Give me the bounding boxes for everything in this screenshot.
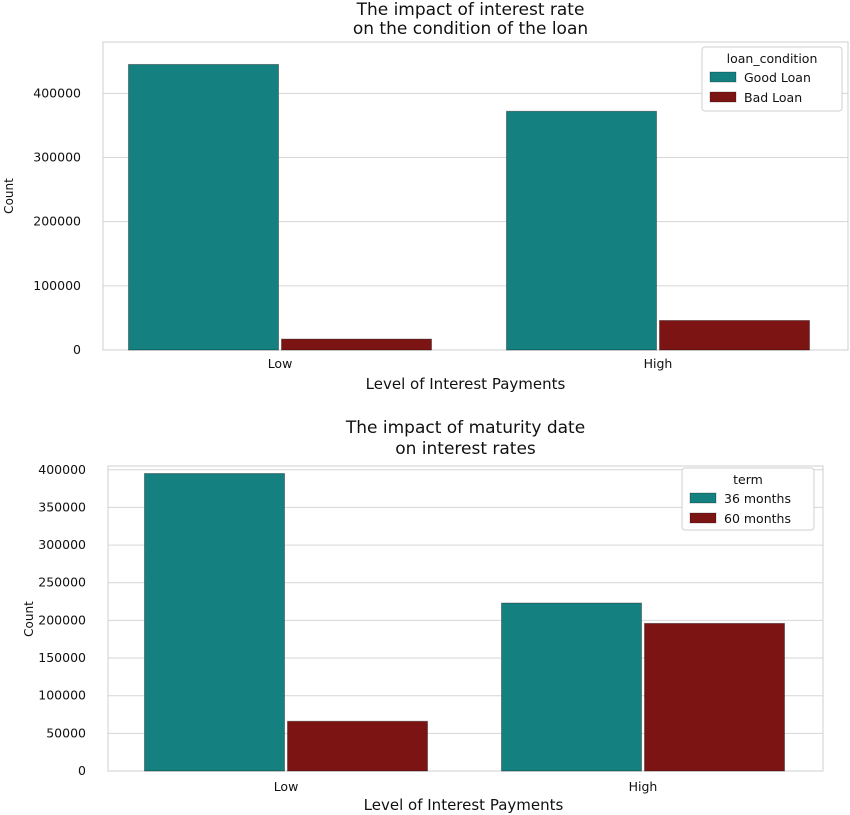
bar-bad-loan-high xyxy=(659,319,810,351)
chart-title-line: on the condition of the loan xyxy=(353,19,588,39)
x-tick-label: High xyxy=(629,779,658,794)
legend-swatch xyxy=(709,71,737,83)
y-tick-label: 400000 xyxy=(38,462,86,477)
chart-title-line: The impact of maturity date xyxy=(345,418,585,438)
chart-loan-condition: 0 100000 200000 300000 400000 Low High The impa… xyxy=(2,0,849,393)
y-tick-label: 250000 xyxy=(38,575,86,590)
y-tick-label: 300000 xyxy=(38,537,86,552)
chart-title: The impact of maturity date on interest r… xyxy=(345,418,585,459)
x-tick-label: High xyxy=(644,356,673,371)
bar-60-months-high xyxy=(644,622,785,772)
bar-36-months-high xyxy=(501,602,642,772)
y-tick-label: 200000 xyxy=(33,214,81,229)
y-tick-label: 100000 xyxy=(38,688,86,703)
plot-frame xyxy=(102,41,849,351)
legend-label: Bad Loan xyxy=(744,90,802,105)
legend-label: 60 months xyxy=(724,511,791,526)
bar-good-loan-low xyxy=(128,63,279,351)
x-tick-label: Low xyxy=(268,356,293,371)
y-tick-label: 350000 xyxy=(38,499,86,514)
legend-box xyxy=(701,46,843,112)
y-tick-label: 150000 xyxy=(38,650,86,665)
y-tick-label: 100000 xyxy=(33,278,81,293)
y-tick-label: 50000 xyxy=(46,725,86,740)
y-tick-label: 300000 xyxy=(33,150,81,165)
bar-36-months-low xyxy=(144,473,285,772)
y-tick-label: 0 xyxy=(78,763,86,778)
bar-good-loan-high xyxy=(506,110,657,351)
chart-title: The impact of interest rate on the condit… xyxy=(353,0,588,39)
x-axis-label: Level of Interest Payments xyxy=(366,375,566,393)
y-axis-label: Count xyxy=(2,178,16,214)
chart-title-line: on interest rates xyxy=(395,439,536,459)
plot-frame xyxy=(107,465,824,772)
legend-label: Good Loan xyxy=(744,70,811,85)
legend-label: 36 months xyxy=(724,491,791,506)
y-tick-label: 400000 xyxy=(33,85,81,100)
legend-swatch xyxy=(709,91,737,103)
chart-term: 0 50000 100000 150000 200000 250000 300000 3500… xyxy=(22,418,824,814)
chart-title-line: The impact of interest rate xyxy=(356,0,585,20)
bar-bad-loan-low xyxy=(281,338,432,351)
y-tick-label: 200000 xyxy=(38,612,86,627)
legend-swatch xyxy=(689,512,717,524)
legend-title: term xyxy=(733,472,763,487)
bar-60-months-low xyxy=(287,720,428,772)
legend-swatch xyxy=(689,492,717,504)
x-axis-label: Level of Interest Payments xyxy=(364,796,564,814)
legend-title: loan_condition xyxy=(727,51,818,66)
y-axis-label: Count xyxy=(22,601,36,637)
x-tick-label: Low xyxy=(274,779,299,794)
y-tick-label: 0 xyxy=(73,342,81,357)
